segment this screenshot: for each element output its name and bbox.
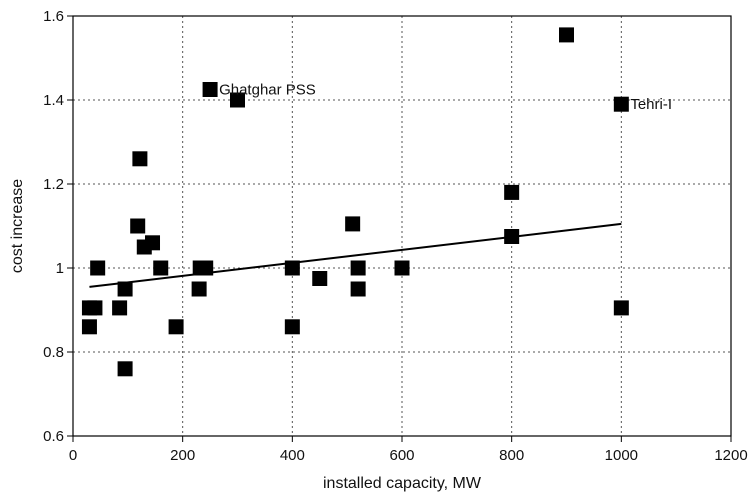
x-axis-ticks: 0 200 400 600 800 1000 1200	[69, 436, 748, 464]
data-point-marker	[394, 260, 410, 276]
data-point-marker	[112, 300, 128, 316]
x-tick-label: 800	[499, 447, 524, 464]
data-point-marker	[559, 27, 574, 43]
y-tick-label: 1	[56, 260, 64, 277]
y-tick-label: 1.6	[43, 8, 64, 25]
trend-line	[89, 222, 622, 288]
y-axis-ticks: 0.6 0.8 1 1.2 1.4 1.6	[43, 8, 73, 445]
data-point-marker	[90, 260, 106, 276]
data-point-marker	[613, 300, 629, 316]
y-axis-label: cost increase	[9, 179, 26, 273]
data-point-marker	[132, 151, 148, 167]
x-axis-label: installed capacity, MW	[323, 475, 482, 492]
x-tick-label: 400	[280, 447, 305, 464]
data-point-marker	[153, 260, 169, 276]
y-tick-label: 0.8	[43, 344, 64, 361]
data-point-marker	[613, 96, 629, 112]
data-point-marker	[81, 319, 97, 335]
data-point-marker	[87, 300, 103, 316]
data-point-marker	[202, 82, 218, 97]
x-tick-label: 600	[389, 447, 414, 464]
data-point-marker	[117, 361, 133, 377]
data-point-marker	[284, 319, 300, 335]
grid-lines	[73, 16, 731, 436]
data-point-marker	[350, 260, 366, 276]
x-tick-label: 200	[170, 447, 195, 464]
annotation-label: Ghatghar PSS	[219, 82, 316, 99]
x-tick-label: 1000	[605, 447, 638, 464]
data-point-marker	[345, 216, 361, 232]
data-point-marker	[198, 260, 214, 276]
data-point-marker	[117, 281, 133, 297]
data-point-marker	[312, 271, 328, 286]
data-points	[81, 27, 629, 377]
x-tick-label: 1200	[714, 447, 747, 464]
data-point-marker	[350, 281, 366, 297]
data-point-marker	[145, 235, 161, 251]
annotation-label: Tehri-I	[630, 96, 672, 113]
y-tick-label: 1.4	[43, 92, 64, 109]
y-tick-label: 0.6	[43, 428, 64, 445]
data-point-marker	[168, 319, 184, 335]
data-point-marker	[230, 92, 245, 108]
annotations: Ghatghar PSS Tehri-I	[219, 82, 672, 114]
data-point-marker	[504, 184, 520, 200]
data-point-marker	[504, 229, 520, 244]
y-tick-label: 1.2	[43, 176, 64, 193]
data-point-marker	[284, 260, 300, 276]
x-tick-label: 0	[69, 447, 77, 464]
data-point-marker	[130, 218, 146, 234]
data-point-marker	[191, 281, 207, 297]
